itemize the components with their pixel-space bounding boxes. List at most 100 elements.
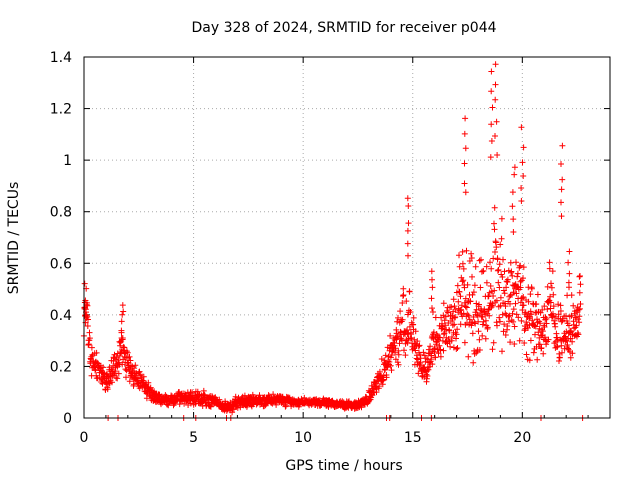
data-point xyxy=(515,314,522,321)
data-point xyxy=(513,290,520,297)
data-point xyxy=(567,354,574,361)
data-point xyxy=(376,383,383,390)
data-point xyxy=(457,321,464,328)
data-point xyxy=(429,305,435,312)
data-point xyxy=(366,397,373,404)
data-point xyxy=(388,367,395,374)
data-point xyxy=(475,328,482,335)
data-point xyxy=(395,351,402,358)
data-point xyxy=(520,264,527,271)
data-point xyxy=(540,350,547,357)
data-point xyxy=(559,176,566,183)
data-point xyxy=(517,284,524,291)
data-point xyxy=(387,362,394,369)
data-point xyxy=(476,347,483,353)
data-point xyxy=(449,322,456,329)
data-point xyxy=(520,173,527,179)
data-point xyxy=(453,346,460,352)
data-point xyxy=(523,351,530,358)
data-point xyxy=(507,339,514,346)
data-point xyxy=(520,275,526,282)
data-point xyxy=(118,318,125,325)
data-point xyxy=(118,329,125,336)
data-point xyxy=(526,357,533,364)
data-point xyxy=(423,375,430,382)
data-point xyxy=(404,195,411,202)
data-point xyxy=(469,291,476,298)
data-point xyxy=(498,235,505,242)
data-point xyxy=(510,216,517,223)
data-point xyxy=(512,300,519,307)
data-point xyxy=(453,335,459,342)
data-point xyxy=(541,303,548,310)
data-point xyxy=(461,180,468,187)
data-point xyxy=(514,270,521,277)
data-point xyxy=(510,229,517,235)
data-point xyxy=(273,401,280,408)
data-point xyxy=(469,330,476,337)
data-point xyxy=(430,309,436,315)
data-point xyxy=(445,309,452,316)
data-point xyxy=(397,308,404,315)
data-point xyxy=(500,287,507,294)
data-point xyxy=(461,160,468,167)
data-point xyxy=(84,302,91,309)
data-point xyxy=(558,161,564,167)
y-tick-label: 0 xyxy=(63,411,72,427)
chart-title: Day 328 of 2024, SRMTID for receiver p04… xyxy=(191,20,496,36)
data-point xyxy=(400,285,407,292)
data-point xyxy=(427,343,434,350)
data-point xyxy=(479,321,486,328)
data-point xyxy=(119,302,126,309)
data-point xyxy=(91,363,98,370)
data-point xyxy=(507,300,513,307)
data-point xyxy=(200,387,207,394)
data-point xyxy=(462,145,469,152)
data-point xyxy=(494,267,501,274)
data-point xyxy=(548,280,554,287)
data-point xyxy=(376,368,383,375)
data-point xyxy=(549,268,556,275)
data-point xyxy=(85,316,91,323)
data-point xyxy=(137,371,144,378)
data-point xyxy=(490,293,497,299)
data-point xyxy=(506,318,512,325)
data-point xyxy=(501,290,508,297)
data-point xyxy=(461,339,468,346)
data-point xyxy=(121,344,128,351)
data-point xyxy=(479,332,486,339)
data-point xyxy=(554,343,561,350)
data-point xyxy=(539,328,546,335)
data-point xyxy=(476,257,483,264)
data-point xyxy=(552,323,559,330)
data-point xyxy=(509,189,516,196)
data-point xyxy=(456,263,463,270)
data-point xyxy=(496,284,503,291)
data-point xyxy=(462,189,469,196)
data-point xyxy=(492,249,498,255)
data-point xyxy=(440,300,447,307)
data-point xyxy=(534,291,541,298)
data-point xyxy=(575,306,582,313)
data-point xyxy=(454,326,461,333)
data-point xyxy=(502,303,509,310)
grid-lines xyxy=(84,57,610,418)
data-point xyxy=(105,380,112,387)
data-point xyxy=(523,319,530,326)
data-point xyxy=(463,247,470,254)
data-point xyxy=(576,289,583,296)
data-point xyxy=(511,323,518,330)
data-point xyxy=(440,312,447,319)
data-point xyxy=(576,313,583,320)
data-point xyxy=(437,353,444,360)
data-point xyxy=(405,220,412,227)
data-point xyxy=(396,340,403,347)
data-point xyxy=(544,283,551,290)
data-point xyxy=(570,302,577,309)
data-point xyxy=(544,306,551,313)
data-point xyxy=(496,261,503,268)
data-point xyxy=(510,318,517,325)
data-point xyxy=(432,354,439,361)
data-point xyxy=(415,343,422,350)
